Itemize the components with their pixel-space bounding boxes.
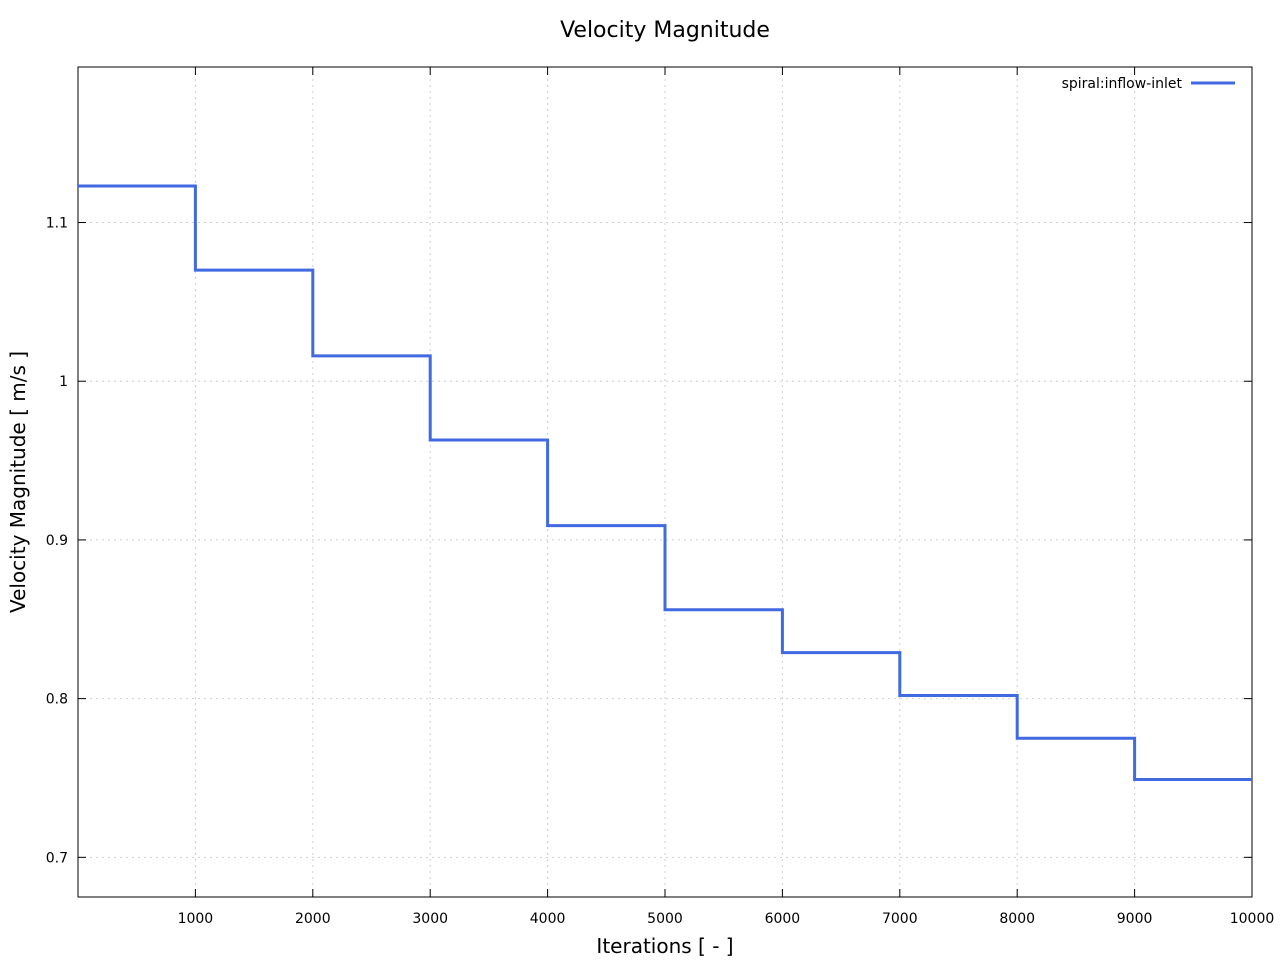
x-tick-label: 3000 <box>412 911 448 927</box>
x-tick-label: 6000 <box>765 911 801 927</box>
legend-label: spiral:inflow-inlet <box>1062 76 1183 92</box>
ticks <box>78 67 1253 897</box>
y-tick-label: 1.1 <box>46 216 68 232</box>
legend: spiral:inflow-inlet <box>1062 76 1235 92</box>
series-line-0 <box>78 184 1252 782</box>
x-tick-labels: 1000 2000 3000 4000 5000 6000 7000 8000 9000 1000… <box>178 911 1275 927</box>
grid <box>78 67 1252 897</box>
x-tick-label: 7000 <box>882 911 918 927</box>
x-tick-label: 8000 <box>999 911 1035 927</box>
chart-title: Velocity Magnitude <box>560 18 770 43</box>
x-tick-label: 10000 <box>1230 911 1275 927</box>
x-tick-label: 5000 <box>647 911 683 927</box>
x-axis-label: Iterations [ - ] <box>596 934 733 958</box>
x-tick-label: 4000 <box>530 911 566 927</box>
x-tick-label: 2000 <box>295 911 331 927</box>
y-tick-label: 0.9 <box>46 533 68 549</box>
y-tick-label: 0.7 <box>46 850 68 866</box>
y-axis-label: Velocity Magnitude [ m/s ] <box>6 351 30 613</box>
y-tick-label: 1 <box>59 374 68 390</box>
y-tick-label: 0.8 <box>46 692 68 708</box>
x-tick-label: 1000 <box>178 911 214 927</box>
x-tick-label: 9000 <box>1117 911 1153 927</box>
y-tick-labels: 0.7 0.8 0.9 1 1.1 <box>46 216 68 867</box>
series-layer <box>78 184 1252 782</box>
